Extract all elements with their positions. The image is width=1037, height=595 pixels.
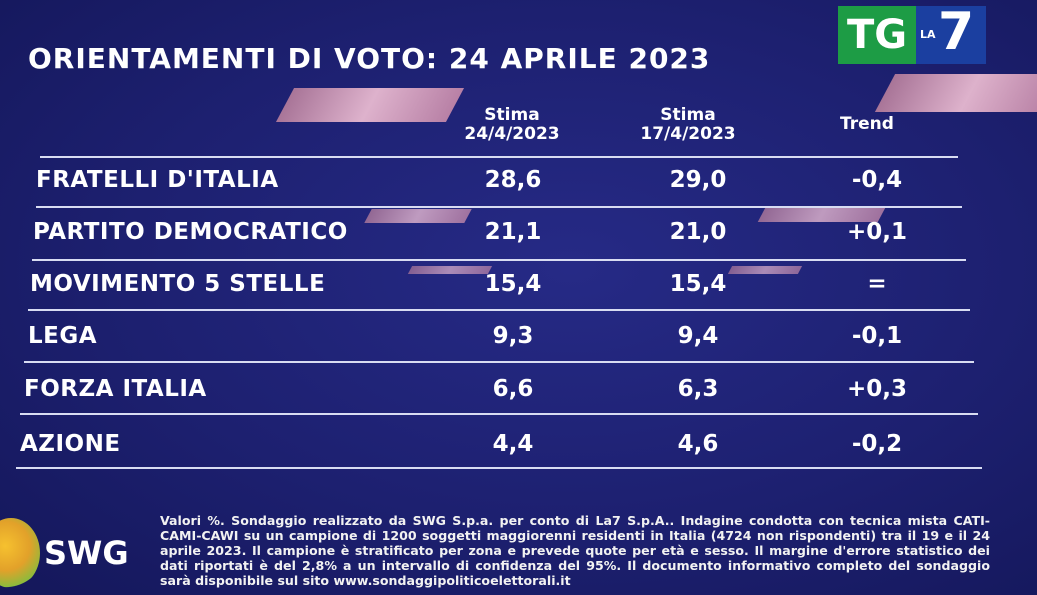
value-current: 21,1 xyxy=(484,219,542,245)
methodology-note: Valori %. Sondaggio realizzato da SWG S.… xyxy=(160,513,990,588)
value-current: 4,4 xyxy=(492,431,534,457)
table-row: AZIONE 4,4 4,6 -0,2 xyxy=(0,431,1037,481)
row-divider xyxy=(24,361,974,363)
value-current: 9,3 xyxy=(492,323,534,349)
logo-seven: 7 xyxy=(938,2,975,62)
value-trend: +0,1 xyxy=(846,219,907,245)
table-row: LEGA 9,3 9,4 -0,1 xyxy=(0,323,1037,373)
party-name: MOVIMENTO 5 STELLE xyxy=(30,271,326,297)
column-header-previous: Stima 17/4/2023 xyxy=(622,106,754,144)
value-trend: = xyxy=(867,271,887,297)
party-name: FRATELLI D'ITALIA xyxy=(36,167,279,193)
party-name: AZIONE xyxy=(20,431,121,457)
decorative-glow xyxy=(874,74,1037,112)
value-current: 28,6 xyxy=(484,167,542,193)
column-header-trend: Trend xyxy=(840,114,894,134)
table-row: MOVIMENTO 5 STELLE 15,4 15,4 = xyxy=(0,271,1037,321)
value-current: 15,4 xyxy=(484,271,542,297)
column-header-previous-line1: Stima xyxy=(660,105,716,125)
value-trend: -0,2 xyxy=(851,431,903,457)
row-divider xyxy=(28,309,970,311)
table-row: FRATELLI D'ITALIA 28,6 29,0 -0,4 xyxy=(0,167,1037,217)
value-trend: -0,4 xyxy=(851,167,903,193)
row-divider xyxy=(32,259,966,261)
tg-la7-logo: TG LA 7 xyxy=(838,2,986,64)
row-divider xyxy=(36,206,962,208)
value-trend: +0,3 xyxy=(846,376,907,402)
row-divider xyxy=(20,413,978,415)
value-previous: 9,4 xyxy=(677,323,719,349)
decorative-glow xyxy=(275,88,465,122)
swg-logo-mark xyxy=(0,518,40,588)
column-header-current-line2: 24/4/2023 xyxy=(464,124,560,144)
page-title: ORIENTAMENTI DI VOTO: 24 APRILE 2023 xyxy=(28,42,711,75)
logo-tg: TG xyxy=(838,6,916,64)
column-header-current: Stima 24/4/2023 xyxy=(448,106,576,144)
value-previous: 29,0 xyxy=(669,167,727,193)
value-previous: 4,6 xyxy=(677,431,719,457)
table-row: FORZA ITALIA 6,6 6,3 +0,3 xyxy=(0,376,1037,426)
column-header-current-line1: Stima xyxy=(484,105,540,125)
party-name: FORZA ITALIA xyxy=(24,376,207,402)
row-divider xyxy=(40,156,958,158)
column-header-previous-line2: 17/4/2023 xyxy=(640,124,736,144)
swg-logo: SWG xyxy=(0,518,140,595)
swg-logo-label: SWG xyxy=(44,534,129,572)
value-previous: 15,4 xyxy=(669,271,727,297)
row-divider xyxy=(16,467,982,469)
value-previous: 21,0 xyxy=(669,219,727,245)
party-name: PARTITO DEMOCRATICO xyxy=(33,219,348,245)
value-previous: 6,3 xyxy=(677,376,719,402)
logo-la7: LA 7 xyxy=(916,2,986,64)
value-trend: -0,1 xyxy=(851,323,903,349)
table-row: PARTITO DEMOCRATICO 21,1 21,0 +0,1 xyxy=(0,219,1037,269)
party-name: LEGA xyxy=(28,323,98,349)
value-current: 6,6 xyxy=(492,376,534,402)
logo-la: LA xyxy=(920,28,936,41)
